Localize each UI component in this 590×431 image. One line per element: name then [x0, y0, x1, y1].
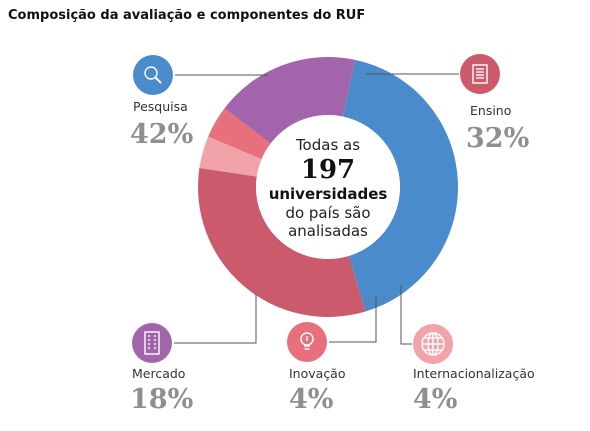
value-label-inovacao: 4% [289, 384, 333, 415]
document-icon [460, 54, 500, 94]
label-internacionalizacao: Internacionalização [413, 366, 535, 381]
center-number: 197 [301, 155, 355, 185]
building-icon [132, 323, 172, 363]
chart-title: Composição da avaliação e componentes do… [8, 8, 366, 23]
center-text-line1: Todas as [295, 136, 360, 154]
center-text-line5: analisadas [288, 222, 368, 240]
slice-mercado [224, 57, 356, 144]
value-label-pesquisa: 42% [130, 119, 193, 150]
lightbulb-icon [287, 322, 327, 362]
label-ensino: Ensino [470, 103, 511, 118]
center-text-line4: do país são [285, 204, 370, 222]
leader-line-inovacao [329, 296, 377, 343]
label-mercado: Mercado [132, 366, 185, 381]
search-icon [133, 55, 173, 95]
slice-internacionalizacao [199, 136, 262, 177]
slice-pesquisa [342, 59, 459, 312]
globe-icon [413, 324, 453, 364]
donut-hole [256, 115, 400, 259]
label-inovacao: Inovação [289, 366, 346, 381]
label-pesquisa: Pesquisa [133, 99, 188, 114]
value-label-mercado: 18% [130, 384, 193, 415]
slice-inovacao [208, 108, 271, 160]
value-label-ensino: 32% [466, 123, 529, 154]
leader-line-internacionalizacao [400, 285, 412, 345]
slice-ensino [198, 168, 366, 318]
leader-line-mercado [174, 294, 257, 344]
value-label-internacionalizacao: 4% [413, 384, 457, 415]
center-text-line3: universidades [269, 185, 388, 203]
